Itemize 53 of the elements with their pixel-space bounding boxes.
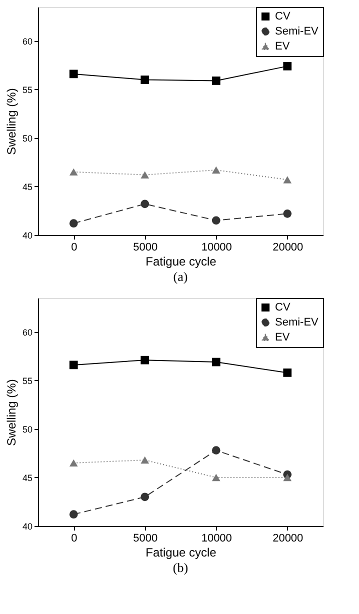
- point: [212, 216, 220, 225]
- point: [69, 70, 78, 78]
- x-tick-label: 5000: [133, 242, 158, 254]
- y-tick-label: 60: [22, 36, 32, 46]
- point: [69, 459, 78, 467]
- x-tick-label: 0: [71, 532, 78, 544]
- point: [212, 474, 220, 482]
- point: [283, 474, 292, 482]
- y-tick-label: 40: [22, 522, 32, 532]
- text: (b): [172, 560, 188, 575]
- point: [283, 176, 292, 184]
- point: [212, 76, 220, 85]
- x-tick-label: 10000: [201, 242, 232, 254]
- y-tick-label: 50: [22, 133, 32, 144]
- point: [69, 168, 78, 176]
- point: [69, 219, 78, 228]
- legend-label: CV: [275, 302, 291, 314]
- y-axis-title: Swelling (%): [4, 88, 18, 155]
- point: [140, 200, 150, 208]
- x-axis-title: Fatigue cycle: [146, 546, 217, 560]
- y-tick-label: 55: [22, 376, 32, 386]
- legend-label: Semi-EV: [275, 26, 320, 38]
- legend-label: Semi-EV: [275, 316, 320, 328]
- point: [212, 166, 220, 174]
- y-tick-label: 45: [22, 182, 32, 192]
- legend-label: EV: [275, 40, 290, 52]
- x-tick-label: 5000: [133, 532, 158, 544]
- point: [212, 446, 220, 454]
- point: [283, 209, 292, 218]
- text: (a): [173, 269, 188, 284]
- y-tick-label: 50: [22, 424, 32, 434]
- point: [283, 368, 292, 377]
- y-tick-label: 45: [22, 472, 32, 483]
- point: [212, 358, 220, 366]
- y-axis-title: Swelling (%): [4, 379, 18, 446]
- point: [140, 76, 150, 84]
- point: [140, 171, 150, 178]
- point: [140, 456, 150, 464]
- x-tick-label: 10000: [201, 532, 232, 544]
- y-tick-label: 60: [22, 327, 32, 338]
- point: [140, 492, 150, 502]
- x-axis-title: Fatigue cycle: [146, 254, 217, 268]
- x-tick-label: 0: [71, 242, 78, 254]
- point: [69, 510, 78, 519]
- x-tick-label: 20000: [272, 242, 304, 254]
- point: [283, 62, 292, 70]
- y-tick-label: 40: [22, 230, 32, 240]
- x-tick-label: 20000: [272, 532, 304, 544]
- legend-label: CV: [275, 10, 291, 22]
- point: [140, 356, 150, 364]
- y-tick-label: 55: [22, 84, 32, 95]
- point: [69, 360, 78, 370]
- legend-label: EV: [275, 332, 290, 344]
